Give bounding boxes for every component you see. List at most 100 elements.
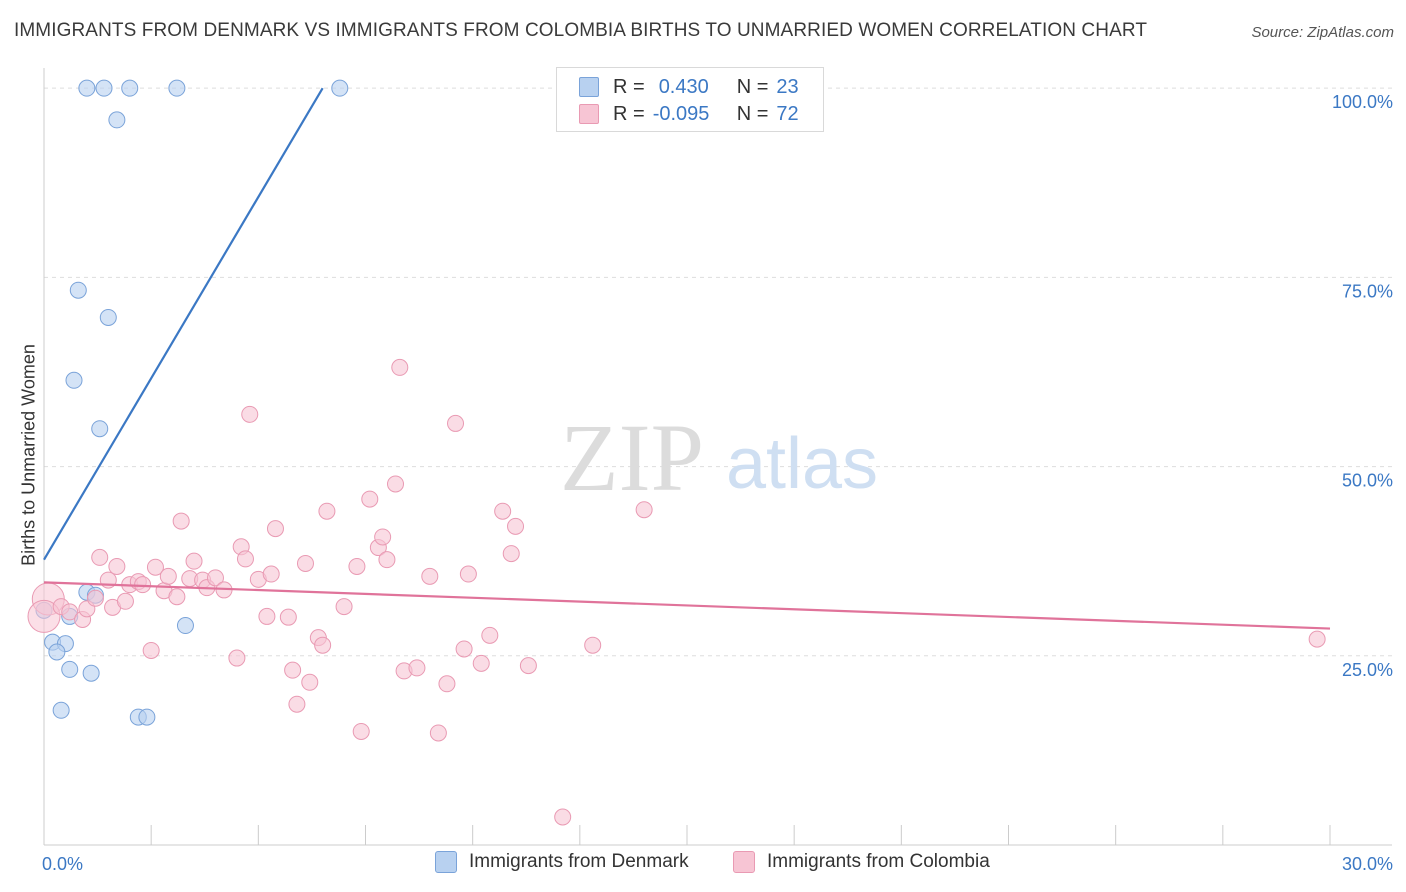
legend-row-colombia: R = -0.095 N = 72 — [579, 101, 799, 127]
point-colombia — [378, 551, 396, 569]
series-swatch-colombia — [733, 851, 755, 873]
point-colombia — [507, 517, 525, 535]
point-denmark — [138, 708, 156, 726]
point-colombia — [241, 405, 259, 423]
point-colombia — [228, 649, 246, 667]
point-colombia — [318, 502, 336, 520]
point-denmark — [176, 617, 194, 635]
point-colombia — [206, 569, 224, 587]
point-colombia — [284, 661, 302, 679]
point-denmark — [91, 420, 109, 438]
point-colombia — [288, 695, 306, 713]
point-colombia — [91, 548, 109, 566]
point-colombia — [455, 640, 473, 658]
point-denmark — [65, 371, 83, 389]
point-colombia — [421, 567, 439, 585]
gridlines — [44, 87, 1392, 657]
point-denmark — [95, 79, 113, 97]
point-colombia — [554, 808, 572, 826]
series-swatch-denmark — [435, 851, 457, 873]
point-colombia — [236, 550, 254, 568]
y-tick-label: 25.0% — [1342, 660, 1393, 680]
tick-labels: 25.0% 50.0% 75.0% 100.0% 0.0% 30.0% — [42, 92, 1393, 874]
point-colombia — [481, 626, 499, 644]
point-colombia — [185, 552, 203, 570]
point-denmark — [108, 111, 126, 129]
series-label-colombia: Immigrants from Colombia — [767, 851, 990, 872]
trend-lines — [43, 87, 1331, 630]
y-tick-label: 75.0% — [1342, 281, 1393, 301]
point-colombia — [429, 724, 447, 742]
point-denmark — [121, 79, 139, 97]
y-tick-label: 50.0% — [1342, 471, 1393, 491]
point-colombia — [352, 722, 370, 740]
point-colombia — [374, 528, 392, 546]
axes — [43, 68, 1392, 846]
legend-swatch-colombia — [579, 104, 599, 124]
point-colombia — [519, 657, 537, 675]
point-colombia — [472, 654, 490, 672]
point-colombia — [494, 502, 512, 520]
point-denmark — [61, 660, 79, 678]
point-colombia — [408, 659, 426, 677]
y-axis-label: Births to Unmarried Women — [18, 344, 39, 566]
point-colombia — [447, 414, 465, 432]
legend-n-value: 23 — [776, 75, 799, 98]
correlation-legend: R = 0.430 N = 23 R = -0.095 N = 72 — [556, 67, 824, 132]
point-colombia — [361, 490, 379, 508]
watermark: ZIP atlas — [560, 404, 878, 511]
point-colombia — [635, 501, 653, 519]
point-colombia — [27, 599, 61, 633]
point-colombia — [1308, 630, 1326, 648]
point-colombia — [301, 673, 319, 691]
legend-n-label: N = — [736, 102, 769, 125]
y-tick-label: 100.0% — [1332, 92, 1393, 112]
point-colombia — [262, 565, 280, 583]
watermark-atlas: atlas — [726, 424, 878, 504]
series-label-denmark: Immigrants from Denmark — [469, 851, 689, 872]
legend-row-denmark: R = 0.430 N = 23 — [579, 74, 799, 100]
point-denmark — [168, 79, 186, 97]
point-colombia — [335, 598, 353, 616]
point-denmark — [69, 281, 87, 299]
point-colombia — [348, 557, 366, 575]
point-colombia — [86, 589, 104, 607]
legend-r-label: R = — [613, 102, 645, 125]
point-denmark — [52, 701, 70, 719]
point-colombia — [61, 603, 79, 621]
point-colombia — [391, 358, 409, 376]
point-colombia — [584, 636, 602, 654]
point-colombia — [172, 512, 190, 530]
point-colombia — [296, 554, 314, 572]
legend-r-value: 0.430 — [658, 75, 709, 98]
point-colombia — [459, 565, 477, 583]
point-denmark — [331, 79, 349, 97]
point-colombia — [168, 588, 186, 606]
x-tick-label: 30.0% — [1342, 854, 1393, 874]
point-colombia — [146, 558, 164, 576]
point-colombia — [438, 675, 456, 693]
trend-line-colombia — [43, 581, 1331, 630]
trend-line-denmark — [43, 87, 324, 561]
series-legend: Immigrants from Denmark Immigrants from … — [0, 851, 1406, 877]
watermark-zip: ZIP — [560, 404, 704, 511]
legend-n-label: N = — [736, 75, 769, 98]
point-denmark — [78, 79, 96, 97]
point-colombia — [502, 545, 520, 563]
point-colombia — [314, 636, 332, 654]
scatter-points — [27, 79, 1326, 826]
point-colombia — [108, 557, 126, 575]
source-label: Source: ZipAtlas.com — [1251, 24, 1394, 41]
point-colombia — [258, 607, 276, 625]
legend-swatch-denmark — [579, 77, 599, 97]
point-colombia — [279, 608, 297, 626]
point-denmark — [99, 308, 117, 326]
chart-title: IMMIGRANTS FROM DENMARK VS IMMIGRANTS FR… — [14, 20, 1148, 41]
point-colombia — [159, 567, 177, 585]
point-colombia — [142, 641, 160, 659]
legend-r-label: R = — [613, 75, 645, 98]
legend-n-value: 72 — [776, 102, 799, 125]
series-legend-denmark[interactable]: Immigrants from Denmark — [435, 851, 689, 873]
series-legend-colombia[interactable]: Immigrants from Colombia — [733, 851, 990, 873]
